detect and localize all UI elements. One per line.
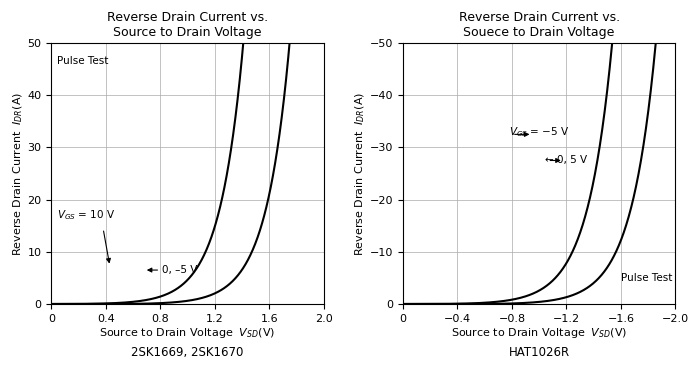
Y-axis label: Reverse Drain Current  $I_{DR}$(A): Reverse Drain Current $I_{DR}$(A) xyxy=(11,91,25,256)
Text: $V_{GS}$ = −5 V: $V_{GS}$ = −5 V xyxy=(509,125,570,139)
Text: Pulse Test: Pulse Test xyxy=(621,273,673,282)
Text: 2SK1669, 2SK1670: 2SK1669, 2SK1670 xyxy=(132,346,244,359)
Text: ← 0, 5 V: ← 0, 5 V xyxy=(545,155,587,165)
Text: HAT1026R: HAT1026R xyxy=(509,346,570,359)
Text: Pulse Test: Pulse Test xyxy=(57,56,108,66)
Title: Reverse Drain Current vs.
Source to Drain Voltage: Reverse Drain Current vs. Source to Drai… xyxy=(107,11,268,39)
Text: $V_{GS}$ = 10 V: $V_{GS}$ = 10 V xyxy=(57,208,116,222)
X-axis label: Source to Drain Voltage  $V_{SD}$(V): Source to Drain Voltage $V_{SD}$(V) xyxy=(99,326,276,341)
X-axis label: Source to Drain Voltage  $V_{SD}$(V): Source to Drain Voltage $V_{SD}$(V) xyxy=(451,326,627,341)
Y-axis label: Reverse Drain Current  $I_{DR}$(A): Reverse Drain Current $I_{DR}$(A) xyxy=(354,91,367,256)
Title: Reverse Drain Current vs.
Souece to Drain Voltage: Reverse Drain Current vs. Souece to Drai… xyxy=(458,11,620,39)
Text: 0, –5 V: 0, –5 V xyxy=(162,265,197,275)
